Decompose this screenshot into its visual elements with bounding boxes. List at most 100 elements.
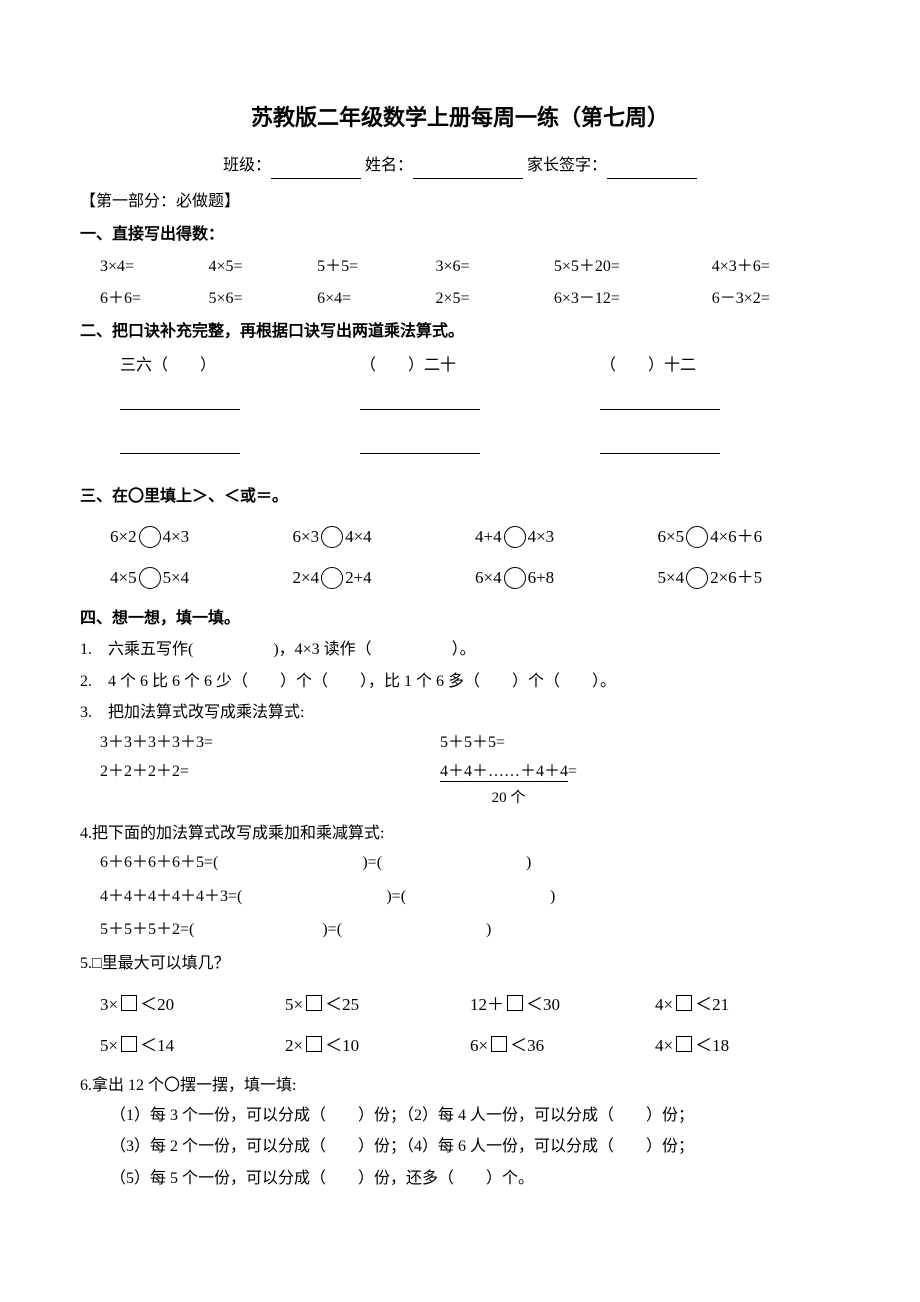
s4-q3-r2b-top: 4＋4＋……＋4＋4 bbox=[440, 763, 568, 782]
class-label: 班级： bbox=[223, 157, 271, 174]
q5-r1-a: 3× bbox=[100, 991, 118, 1018]
s4-q5h: 5.□里最大可以填几？ bbox=[80, 951, 840, 977]
s4-q3-r1b: 5＋5＋5= bbox=[440, 730, 505, 756]
s4-q4-r3: 5＋5＋5＋2=( )=( ) bbox=[80, 917, 840, 943]
square-blank[interactable] bbox=[676, 1036, 692, 1052]
s4-q1: 1. 六乘五写作( )，4×3 读作（ ）。 bbox=[80, 637, 840, 663]
s4-q3-r2a: 2＋2＋2＋2= bbox=[100, 759, 440, 810]
s1-r1-c5: 5×5＋20= bbox=[554, 254, 712, 280]
q5-r2-b: 2× bbox=[285, 1032, 303, 1059]
s4-q6h: 6.拿出 12 个〇摆一摆，填一填: bbox=[80, 1073, 840, 1099]
s2-h2: （ ）二十 bbox=[360, 353, 600, 379]
s3-r2-b2: 2+4 bbox=[345, 564, 372, 591]
s1-r2-c1: 6＋6= bbox=[100, 286, 209, 312]
s3-r2-a1: 4×5 bbox=[110, 564, 137, 591]
s1-r1-c1: 3×4= bbox=[100, 254, 209, 280]
brace-group: 4＋4＋……＋4＋4= 20 个 bbox=[440, 759, 577, 810]
s4-q3-r1: 3＋3＋3＋3＋3= 5＋5＋5= bbox=[80, 730, 840, 756]
q5-r2-b2: ＜10 bbox=[325, 1032, 359, 1059]
info-line: 班级： 姓名： 家长签字： bbox=[80, 153, 840, 179]
name-label: 姓名： bbox=[365, 157, 413, 174]
s3-r2-b3: 6+8 bbox=[528, 564, 555, 591]
q5-r2-c: 6× bbox=[470, 1032, 488, 1059]
s1-r1-c4: 3×6= bbox=[435, 254, 553, 280]
circle-blank[interactable] bbox=[321, 567, 343, 589]
s3-r1-a3: 4+4 bbox=[475, 523, 502, 550]
q5-r2-a2: ＜14 bbox=[140, 1032, 174, 1059]
s2-blank-2a[interactable] bbox=[360, 409, 480, 410]
s4-q3-r1a: 3＋3＋3＋3＋3= bbox=[100, 730, 440, 756]
s1-r2-c6: 6－3×2= bbox=[712, 286, 840, 312]
class-blank[interactable] bbox=[271, 160, 361, 179]
q5-r1-c2: ＜30 bbox=[526, 991, 560, 1018]
s3-r2-b4: 2×6＋5 bbox=[710, 564, 762, 591]
s4-q6-r1: （1）每 3 个一份，可以分成（ ）份；（2）每 4 人一份，可以分成（ ）份； bbox=[80, 1103, 840, 1129]
s2-blank-1b[interactable] bbox=[120, 453, 240, 454]
square-blank[interactable] bbox=[676, 995, 692, 1011]
sign-blank[interactable] bbox=[607, 160, 697, 179]
s4-q3-r2b-eq: = bbox=[568, 763, 577, 780]
s3-r2-b1: 5×4 bbox=[163, 564, 190, 591]
s1-r2-c2: 5×6= bbox=[209, 286, 318, 312]
circle-blank[interactable] bbox=[139, 526, 161, 548]
s1-r2-c3: 6×4= bbox=[317, 286, 435, 312]
s1-r2-c4: 2×5= bbox=[435, 286, 553, 312]
s3-row1: 6×24×3 6×34×4 4+44×3 6×54×6＋6 bbox=[80, 523, 840, 550]
s1-row1: 3×4= 4×5= 5＋5= 3×6= 5×5＋20= 4×3＋6= bbox=[80, 254, 840, 280]
page-title: 苏教版二年级数学上册每周一练（第七周） bbox=[80, 100, 840, 135]
circle-blank[interactable] bbox=[686, 567, 708, 589]
s3-r1-b3: 4×3 bbox=[528, 523, 555, 550]
s2-line-row2 bbox=[80, 440, 840, 466]
square-blank[interactable] bbox=[306, 995, 322, 1011]
circle-blank[interactable] bbox=[321, 526, 343, 548]
s2-line-row1 bbox=[80, 396, 840, 422]
circle-blank[interactable] bbox=[139, 567, 161, 589]
s4-q4-r1: 6＋6＋6＋6＋5=( )=( ) bbox=[80, 850, 840, 876]
s2-blank-3b[interactable] bbox=[600, 453, 720, 454]
q5-r2-d: 4× bbox=[655, 1032, 673, 1059]
s4-q6-r3: （5）每 5 个一份，可以分成（ ）份，还多（ ）个。 bbox=[80, 1166, 840, 1192]
q5-r1-a2: ＜20 bbox=[140, 991, 174, 1018]
circle-blank[interactable] bbox=[504, 567, 526, 589]
q5-r2-c2: ＜36 bbox=[510, 1032, 544, 1059]
q5-r2-d2: ＜18 bbox=[695, 1032, 729, 1059]
s3-r1-b4: 4×6＋6 bbox=[710, 523, 762, 550]
s4-q4h: 4.把下面的加法算式改写成乘加和乘减算式: bbox=[80, 821, 840, 847]
square-blank[interactable] bbox=[306, 1036, 322, 1052]
q5-r1-b2: ＜25 bbox=[325, 991, 359, 1018]
s4-q2: 2. 4 个 6 比 6 个 6 少（ ）个（ ），比 1 个 6 多（ ）个（… bbox=[80, 669, 840, 695]
s2-blank-3a[interactable] bbox=[600, 409, 720, 410]
s4-q4-r2: 4＋4＋4＋4＋4＋3=( )=( ) bbox=[80, 884, 840, 910]
s3-heading: 三、在〇里填上＞、＜或＝。 bbox=[80, 484, 840, 510]
name-blank[interactable] bbox=[413, 160, 523, 179]
s3-r1-b2: 4×4 bbox=[345, 523, 372, 550]
s1-row2: 6＋6= 5×6= 6×4= 2×5= 6×3－12= 6－3×2= bbox=[80, 286, 840, 312]
q5-r1-d2: ＜21 bbox=[695, 991, 729, 1018]
s4-q3h: 3. 把加法算式改写成乘法算式: bbox=[80, 700, 840, 726]
circle-blank[interactable] bbox=[686, 526, 708, 548]
s3-r2-a2: 2×4 bbox=[293, 564, 320, 591]
s3-r1-a1: 6×2 bbox=[110, 523, 137, 550]
s2-blank-1a[interactable] bbox=[120, 409, 240, 410]
q5-r1-c: 12＋ bbox=[470, 991, 504, 1018]
square-blank[interactable] bbox=[491, 1036, 507, 1052]
s3-r1-a2: 6×3 bbox=[293, 523, 320, 550]
s4-q5-r2: 5× ＜14 2× ＜10 6× ＜36 4× ＜18 bbox=[80, 1032, 840, 1059]
q5-r2-a: 5× bbox=[100, 1032, 118, 1059]
square-blank[interactable] bbox=[121, 995, 137, 1011]
q5-r1-d: 4× bbox=[655, 991, 673, 1018]
s4-heading: 四、想一想，填一填。 bbox=[80, 606, 840, 632]
s2-blank-2b[interactable] bbox=[360, 453, 480, 454]
s4-q6-r2: （3）每 2 个一份，可以分成（ ）份；（4）每 6 人一份，可以分成（ ）份； bbox=[80, 1134, 840, 1160]
circle-blank[interactable] bbox=[504, 526, 526, 548]
s2-h1: 三六（ ） bbox=[120, 353, 360, 379]
s3-r1-b1: 4×3 bbox=[163, 523, 190, 550]
square-blank[interactable] bbox=[121, 1036, 137, 1052]
s1-r1-c6: 4×3＋6= bbox=[712, 254, 840, 280]
s1-heading: 一、直接写出得数： bbox=[80, 222, 840, 248]
s1-r1-c3: 5＋5= bbox=[317, 254, 435, 280]
s4-q3-r2b-bot: 20 个 bbox=[492, 790, 526, 806]
square-blank[interactable] bbox=[507, 995, 523, 1011]
s3-r2-a4: 5×4 bbox=[658, 564, 685, 591]
s2-h3: （ ）十二 bbox=[600, 353, 840, 379]
